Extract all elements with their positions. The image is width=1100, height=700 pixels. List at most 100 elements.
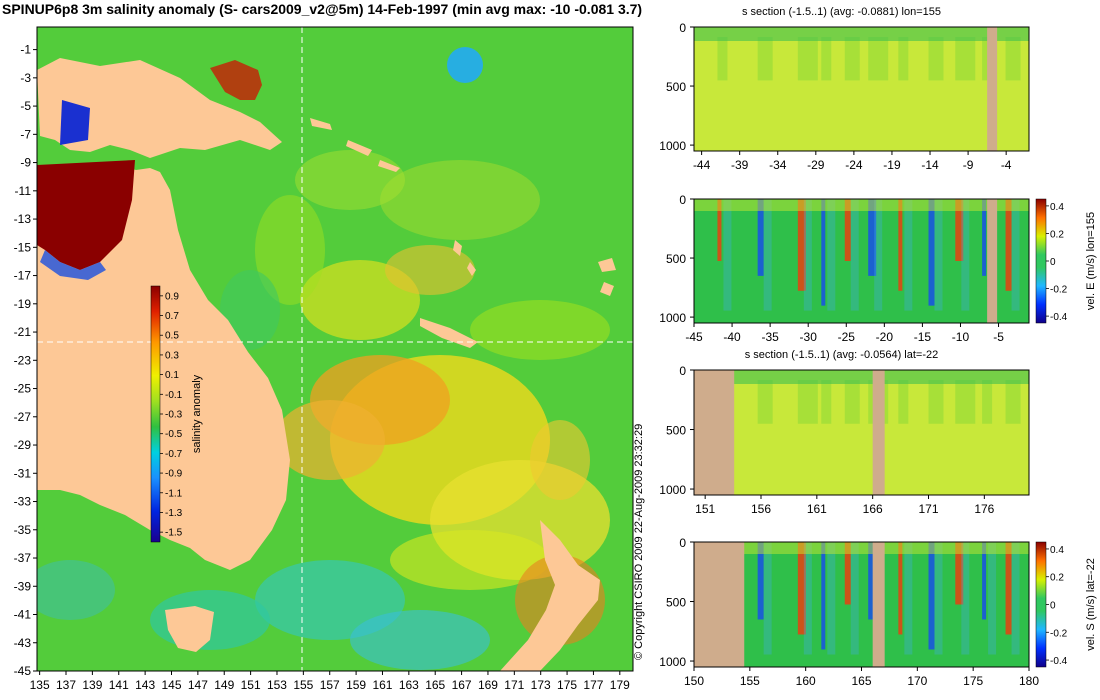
velocity-colorbar-scale [1035,198,1047,324]
velocity-colorbar-tick-label: -0.2 [1050,628,1068,639]
salinity-colorbar-tick-label: -0.1 [165,390,183,401]
salinity-streak [797,37,818,81]
salinity-colorbar-tick-label: -0.9 [165,469,183,480]
velocity-streak [904,199,913,311]
velocity-streak [757,199,764,276]
panel-y-tick-label: 500 [666,80,686,94]
velocity-streak [723,199,732,311]
map-lat-tick-label: -29 [14,438,32,452]
map-lat-axis: -1 -3 -5 -7 -9 -11 -13 -15 -17 -19 -21 -23 -25 -27 -29… [14,43,37,678]
panel-y-tick-label: 0 [679,364,686,378]
velocity-streak [803,199,812,311]
panel-x-tick-label: -44 [693,158,711,172]
panel-y-tick-label: 1000 [659,483,686,497]
surface-layer [694,370,1029,384]
velocity-streak [827,199,836,311]
panel-x-tick-label: 180 [1019,674,1039,688]
salinity-streak [1005,380,1021,424]
section-panels: s section (-1.5..1) (avg: -0.0881) lon=1… [659,6,1097,688]
salinity-streak [717,37,728,81]
land-new-caledonia [420,318,478,348]
map-lat-tick-label: -31 [14,466,32,480]
map-lon-tick-label: 153 [267,678,287,692]
salinity-streak [898,380,909,424]
velocity-streak [850,542,859,655]
velocity-colorbar-scale [1035,541,1047,668]
panel-s-section-lat: s section (-1.5..1) (avg: -0.0564) lat=-… [659,349,1030,516]
section-land [872,542,885,667]
velocity-colorbar-tick-label: 0 [1050,257,1056,268]
velocity-streak [961,542,970,655]
map-lat-tick-label: -25 [14,382,32,396]
panel-y-tick-label: 0 [679,193,686,207]
salinity-colorbar-tick-label: 0.7 [165,311,179,322]
salinity-streak [844,37,860,81]
panel-field [694,542,1029,667]
map-lon-tick-label: 157 [320,678,340,692]
panel-y-tick-label: 500 [666,252,686,266]
velocity-streak [803,542,812,655]
velocity-streak [988,542,997,655]
velocity-streak [934,199,943,311]
map-lon-tick-label: 173 [531,678,551,692]
velocity-streak [797,199,806,291]
salinity-streak [757,380,773,424]
velocity-streak [955,542,964,605]
velocity-colorbar-tick-label: -0.4 [1050,656,1068,667]
map-lon-tick-label: 159 [346,678,366,692]
velocity-colorbar-tick-label: 0.2 [1050,573,1064,584]
salinity-map: -1 -3 -5 -7 -9 -11 -13 -15 -17 -19 -21 -23 -25 -27 -29… [14,26,634,692]
panel-x-tick-label: -25 [838,330,856,344]
velocity-colorbar-label: vel. E (m/s) lon=155 [1085,212,1097,310]
map-lat-tick-label: -15 [14,240,32,254]
panel-x-tick-label: -24 [845,158,863,172]
map-lon-tick-label: 177 [583,678,603,692]
velocity-streak [844,542,851,605]
map-lat-tick-label: -39 [14,579,32,593]
salinity-colorbar-tick-label: -0.3 [165,410,183,421]
velocity-streak [1005,542,1012,635]
salinity-colorbar-tick-label: -1.3 [165,508,183,519]
map-lon-tick-label: 151 [241,678,261,692]
map-lon-tick-label: 149 [214,678,234,692]
velocity-streak [844,199,851,261]
map-lat-tick-label: -33 [14,495,32,509]
surface-layer [694,542,1029,554]
land-tasmania [165,606,214,652]
panel-x-tick-label: 170 [907,674,927,688]
salinity-streak [982,37,993,81]
map-lon-tick-label: 147 [188,678,208,692]
panel-x-tick-label: -45 [685,330,703,344]
section-land [987,27,998,151]
panel-x-tick-label: -20 [876,330,894,344]
salinity-colorbar-ticks: 0.9 0.7 0.5 0.3 0.1 -0.1 -0.3 -0.5 -0.7 -0.9 -1.1 -… [160,291,183,539]
section-land [694,542,745,667]
panel-y-tick-label: 500 [666,596,686,610]
panel-x-tick-label: 165 [851,674,871,688]
velocity-streak [763,542,772,655]
velocity-colorbar-tick-label: 0.4 [1050,545,1064,556]
velocity-streak [821,199,826,306]
panel-y-tick-label: 1000 [659,655,686,669]
surface-layer [694,27,1029,41]
velocity-streak [904,542,913,655]
map-lat-tick-label: -37 [14,551,32,565]
map-lon-tick-label: 171 [504,678,524,692]
panel-title: s section (-1.5..1) (avg: -0.0564) lat=-… [745,349,939,361]
velocity-streak [982,542,987,620]
map-lat-tick-label: -17 [14,269,32,283]
panel-x-tick-label: 151 [695,502,715,516]
salinity-colorbar-tick-label: 0.9 [165,291,179,302]
map-lat-tick-label: -9 [20,156,31,170]
velocity-streak [1011,542,1020,655]
velocity-colorbar-tick-label: 0.4 [1050,202,1064,213]
map-lon-tick-label: 163 [399,678,419,692]
panel-x-tick-label: -29 [807,158,825,172]
panel-x-tick-label: -30 [800,330,818,344]
map-lon-tick-label: 155 [293,678,313,692]
section-land [872,370,885,495]
panel-frame [693,26,1030,152]
map-lon-tick-label: 169 [478,678,498,692]
salinity-streak [797,380,818,424]
panel-x-tick-label: 171 [918,502,938,516]
